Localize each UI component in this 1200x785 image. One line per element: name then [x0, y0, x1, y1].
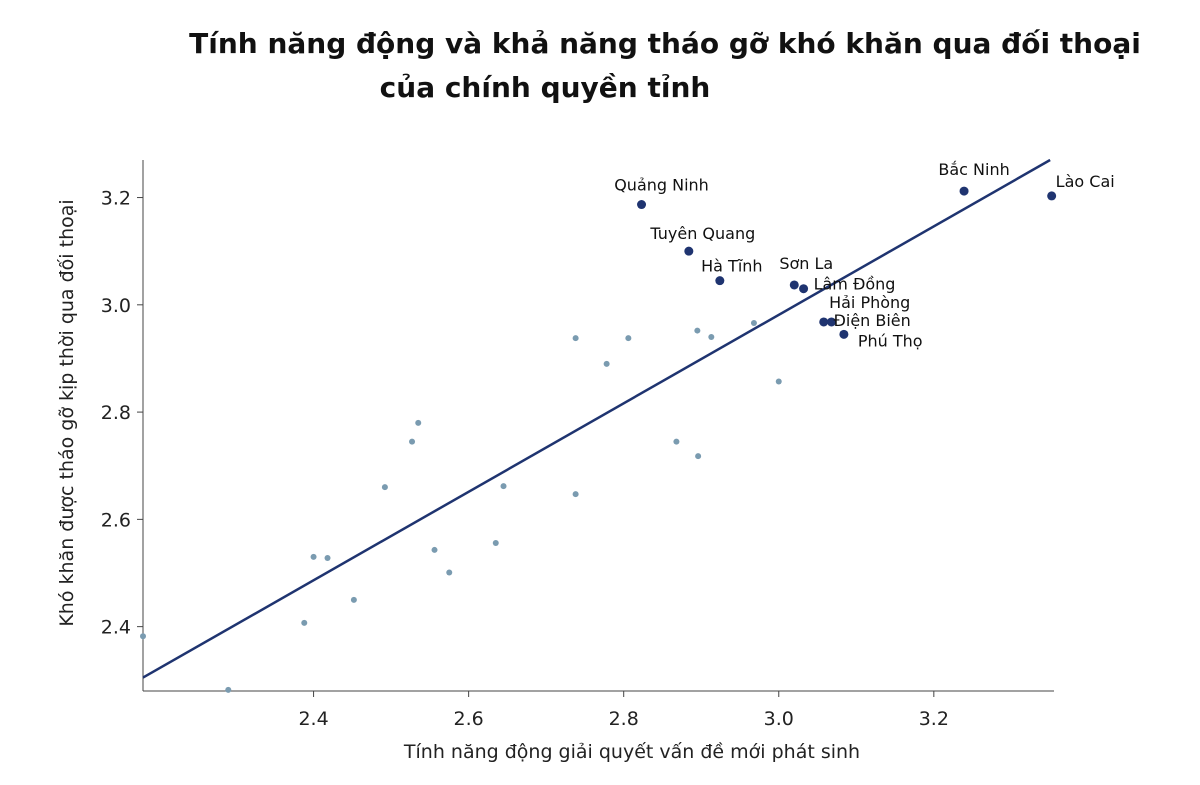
scatter-point [409, 438, 416, 445]
scatter-point [446, 569, 453, 576]
x-tick-label: 2.6 [454, 708, 484, 730]
scatter-point [140, 633, 146, 640]
x-tick-label: 2.8 [609, 708, 639, 730]
y-tick-label: 3.0 [101, 295, 131, 317]
highlighted-point [826, 317, 836, 327]
scatter-point [625, 335, 632, 342]
highlighted-points: Quảng Ninh Bắc Ninh Lào Cai Tuyên Quang Hà T… [614, 160, 1114, 350]
chart-title-line-2: của chính quyền tỉnh [379, 71, 711, 104]
scatter-point [572, 335, 579, 342]
scatter-point [695, 453, 702, 460]
scatter-point [500, 483, 507, 490]
x-axis-label: Tính năng động giải quyết vấn đề mới phá… [403, 741, 860, 763]
scatter-point [750, 320, 757, 327]
scatter-point [708, 334, 715, 340]
fit-line-group [142, 158, 1051, 679]
scatter-point [694, 327, 701, 334]
scatter-point [415, 419, 422, 426]
point-label: Phú Thọ [858, 331, 923, 350]
scatter-point [492, 539, 499, 546]
scatter-point [310, 553, 317, 560]
scatter-point [350, 596, 357, 603]
scatter-point [301, 619, 308, 626]
highlighted-point [637, 200, 647, 210]
scatter-point [775, 378, 782, 385]
point-label: Hải Phòng [829, 293, 910, 312]
point-label: Lào Cai [1056, 172, 1115, 191]
scatter-point [225, 686, 232, 693]
point-label: Hà Tĩnh [701, 257, 762, 276]
fit-line [142, 158, 1051, 679]
y-tick-label: 2.8 [101, 402, 131, 424]
highlighted-point [789, 280, 799, 290]
point-label: Quảng Ninh [614, 176, 709, 195]
y-tick-label: 2.4 [101, 617, 131, 639]
highlighted-point [959, 186, 969, 196]
highlighted-point [819, 317, 829, 327]
y-tick-label: 2.6 [101, 509, 131, 531]
y-axis-label: Khó khăn được tháo gỡ kịp thời qua đối t… [56, 199, 78, 626]
other-points [140, 320, 782, 693]
chart-title: Tính năng động và khả năng tháo gỡ khó k… [0, 22, 1200, 110]
scatter-point [673, 438, 680, 445]
point-label: Tuyên Quang [649, 224, 755, 243]
point-label: Bắc Ninh [938, 160, 1009, 179]
x-tick-label: 3.2 [919, 708, 949, 730]
chart-title-line-1: Tính năng động và khả năng tháo gỡ khó k… [189, 27, 1141, 60]
point-label: Điện Biên [833, 311, 910, 330]
point-label: Sơn La [779, 254, 833, 273]
axes: 2.4 2.6 2.8 3.0 3.2 2.4 2.6 2.8 3.0 3.2 [101, 160, 1054, 730]
point-label: Lâm Đồng [814, 275, 896, 294]
scatter-point [381, 484, 388, 491]
x-tick-label: 3.0 [764, 708, 794, 730]
highlighted-point [799, 284, 809, 294]
scatter-point [572, 491, 579, 498]
scatter-point [431, 546, 438, 553]
highlighted-point [715, 276, 725, 286]
highlighted-point [1047, 191, 1057, 201]
y-tick-label: 3.2 [101, 188, 131, 210]
x-tick-label: 2.4 [298, 708, 328, 730]
highlighted-point [684, 246, 694, 256]
scatter-point [603, 360, 610, 367]
scatter-point [324, 554, 331, 561]
highlighted-point [839, 329, 849, 339]
